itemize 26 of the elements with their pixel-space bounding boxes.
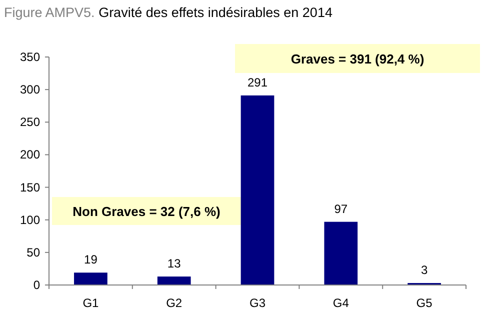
x-tick-label: G3 — [249, 296, 266, 310]
y-tick-label: 200 — [20, 148, 40, 162]
annotation: Non Graves = 32 (7,6 %) — [72, 204, 220, 219]
chart-title: Figure AMPV5. — [4, 5, 95, 20]
bar — [324, 222, 358, 285]
chart-subtitle: Gravité des effets indésirables en 2014 — [94, 5, 333, 20]
data-label: 291 — [247, 75, 268, 90]
y-tick-label: 50 — [26, 245, 40, 260]
x-tick-label: G1 — [82, 296, 100, 310]
y-tick-label: 350 — [20, 50, 40, 64]
bar — [157, 276, 191, 285]
y-tick-label: 100 — [20, 212, 40, 227]
bar — [74, 272, 108, 285]
annotation: Graves = 391 (92,4 %) — [290, 52, 424, 66]
x-tick-label: G5 — [416, 296, 433, 310]
data-label: 13 — [167, 256, 182, 271]
data-label: 97 — [334, 202, 348, 216]
x-tick-label: G4 — [332, 296, 350, 310]
y-tick-label: 150 — [20, 180, 40, 194]
data-label: 19 — [84, 252, 98, 267]
x-tick-label: G2 — [166, 296, 182, 310]
bar — [240, 95, 274, 285]
y-tick-label: 0 — [33, 278, 40, 292]
data-label: 3 — [420, 263, 428, 278]
y-tick-label: 250 — [20, 115, 40, 130]
y-tick-label: 300 — [20, 82, 40, 97]
